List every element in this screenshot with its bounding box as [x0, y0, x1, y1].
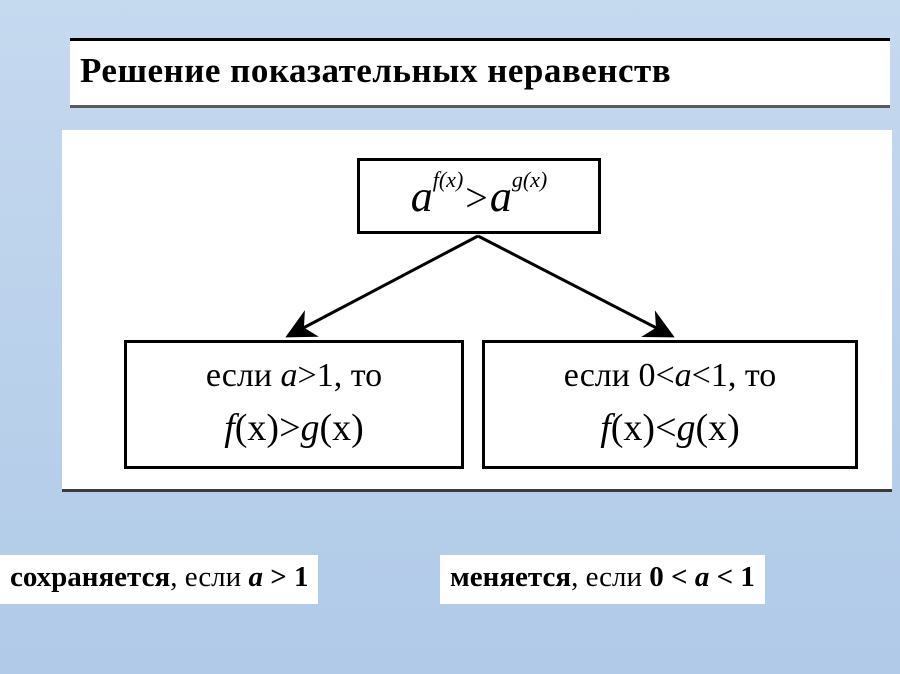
- note-preserved: сохраняется, если a > 1: [0, 555, 318, 604]
- left-case-node: если a>1, то f(x)>g(x): [124, 340, 464, 469]
- greater-than-operator: >: [463, 175, 490, 220]
- note-reversed: меняется, если 0 < a < 1: [440, 555, 765, 604]
- note-preserved-keyword: сохраняется: [10, 561, 170, 593]
- exponent-fx: f(x): [433, 167, 464, 192]
- note-reversed-keyword: меняется: [450, 561, 571, 593]
- page-title: Решение показательных неравенств: [70, 38, 890, 108]
- left-condition: если a>1, то: [135, 353, 453, 399]
- right-result: f(x)<g(x): [493, 403, 847, 454]
- right-condition: если 0<a<1, то: [493, 353, 847, 399]
- top-inequality-node: af(x)>ag(x): [357, 158, 601, 234]
- base-a-left: a: [411, 172, 433, 221]
- right-case-node: если 0<a<1, то f(x)<g(x): [482, 340, 858, 469]
- diagram: af(x)>ag(x) если a>1, то f(x)>g(x) если …: [62, 130, 892, 492]
- exponent-gx: g(x): [512, 167, 547, 192]
- base-a-right: a: [490, 172, 512, 221]
- left-result: f(x)>g(x): [135, 403, 453, 454]
